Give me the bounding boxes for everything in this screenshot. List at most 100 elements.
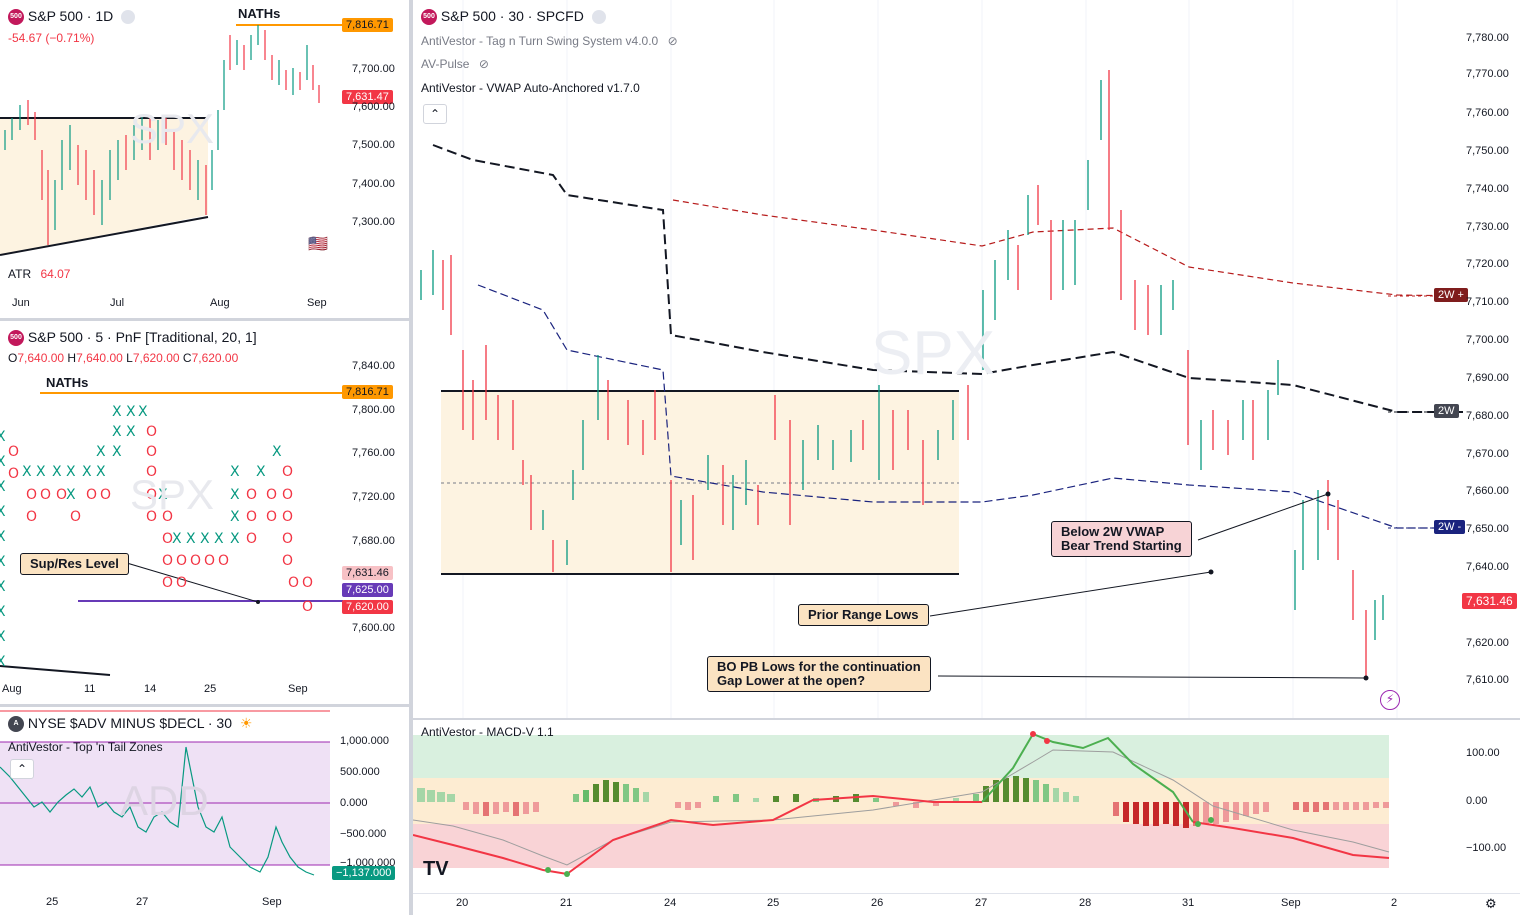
ohlc-c-value: 7,620.00 bbox=[191, 351, 239, 365]
adv-indicator-label[interactable]: AntiVestor - Top 'n Tail Zones bbox=[8, 740, 163, 754]
tradingview-logo-icon[interactable]: TV bbox=[423, 858, 449, 880]
sup-res-annotation[interactable]: Sup/Res Level bbox=[20, 553, 129, 575]
collapse-chevron-icon[interactable]: ⌃ bbox=[423, 104, 447, 124]
pane-divider-vertical[interactable] bbox=[409, 0, 413, 915]
nyse-logo-icon: A bbox=[8, 716, 24, 733]
daily-title-row[interactable]: 500 S&P 500 · 1D bbox=[8, 8, 136, 26]
pnf-x-label: Sep bbox=[288, 683, 308, 695]
eye-hidden-icon[interactable]: ⊘ bbox=[478, 57, 489, 71]
svg-text:X: X bbox=[0, 604, 6, 620]
indicator-tag-n-turn[interactable]: AntiVestor - Tag n Turn Swing System v4.… bbox=[421, 34, 678, 48]
svg-text:O: O bbox=[26, 509, 37, 525]
menu-dot-icon[interactable] bbox=[591, 10, 606, 25]
indicator-vwap[interactable]: AntiVestor - VWAP Auto-Anchored v1.7.0 bbox=[421, 81, 640, 95]
prior-range-lows-annotation[interactable]: Prior Range Lows bbox=[798, 604, 929, 626]
indicator-label: AntiVestor - Tag n Turn Swing System v4.… bbox=[421, 34, 659, 48]
daily-axis-label: 7,300.00 bbox=[352, 216, 395, 228]
time-axis-label: 26 bbox=[871, 897, 884, 909]
pnf-axis-label: 7,800.00 bbox=[352, 404, 395, 416]
ohlc-l-label: L bbox=[126, 351, 133, 365]
pnf-axis-label: 7,600.00 bbox=[352, 622, 395, 634]
adv-axis-label: 500.000 bbox=[340, 766, 380, 778]
lightning-alert-icon[interactable]: ⚡ bbox=[1380, 690, 1400, 710]
sp500-logo-icon: 500 bbox=[8, 330, 24, 347]
time-axis-label: Sep bbox=[1281, 897, 1301, 909]
svg-text:X: X bbox=[36, 464, 46, 480]
annotation-line: Gap Lower at the open? bbox=[717, 673, 866, 688]
sun-icon[interactable]: ☀ bbox=[239, 715, 253, 731]
svg-text:O: O bbox=[8, 444, 19, 460]
pnf-x-label: 25 bbox=[204, 683, 217, 695]
daily-x-label: Aug bbox=[210, 297, 230, 309]
adv-series-line bbox=[0, 746, 315, 876]
daily-axis-label: 7,700.00 bbox=[352, 63, 395, 75]
adv-watermark: ADD bbox=[120, 777, 209, 824]
pnf-axis-label: 7,720.00 bbox=[352, 491, 395, 503]
svg-text:X: X bbox=[0, 454, 6, 470]
pnf-ohlc-row: O7,640.00 H7,640.00 L7,620.00 C7,620.00 bbox=[8, 351, 238, 365]
below-vwap-annotation[interactable]: Below 2W VWAP Bear Trend Starting bbox=[1051, 521, 1192, 557]
main-axis-label: 7,780.00 bbox=[1466, 32, 1509, 44]
vwap-upper-tag: 2W + bbox=[1434, 288, 1468, 302]
indicator-label: AV-Pulse bbox=[421, 57, 470, 71]
svg-text:O: O bbox=[8, 466, 19, 482]
main-axis-label: 7,740.00 bbox=[1466, 183, 1509, 195]
pnf-title-row[interactable]: 500 S&P 500 · 5 · PnF [Traditional, 20, … bbox=[8, 329, 257, 347]
svg-text:O: O bbox=[190, 553, 201, 569]
time-axis-label: 20 bbox=[456, 897, 469, 909]
pane-divider[interactable] bbox=[0, 704, 409, 707]
bo-pb-lows-annotation[interactable]: BO PB Lows for the continuation Gap Lowe… bbox=[707, 656, 931, 692]
svg-text:O: O bbox=[176, 575, 187, 591]
sp500-logo-icon: 500 bbox=[8, 9, 24, 26]
indicator-av-pulse[interactable]: AV-Pulse ⊘ bbox=[421, 57, 489, 71]
main-title-row[interactable]: 500 S&P 500 · 30 · SPCFD bbox=[421, 8, 606, 26]
svg-text:X: X bbox=[0, 654, 6, 670]
time-axis[interactable]: 20 21 24 25 26 27 28 31 Sep 2 ⚙ bbox=[413, 893, 1520, 915]
daily-naths-label: NATHs bbox=[238, 6, 281, 21]
daily-x-label: Jun bbox=[12, 297, 30, 309]
ohlc-l-value: 7,620.00 bbox=[132, 351, 180, 365]
vwap-lower-tag: 2W - bbox=[1434, 520, 1466, 534]
adv-title-row[interactable]: A NYSE $ADV MINUS $DECL · 30 ☀ bbox=[8, 715, 253, 733]
adv-decl-pane[interactable]: A NYSE $ADV MINUS $DECL · 30 ☀ AntiVesto… bbox=[0, 707, 409, 915]
macd-pane[interactable]: AntiVestor - MACD-V 1.1 100.00 0.00 −100… bbox=[413, 720, 1520, 893]
svg-text:O: O bbox=[282, 531, 293, 547]
pnf-x-label: 14 bbox=[144, 683, 157, 695]
svg-text:X: X bbox=[0, 629, 6, 645]
eye-hidden-icon[interactable]: ⊘ bbox=[667, 34, 678, 48]
collapse-chevron-icon[interactable]: ⌃ bbox=[10, 759, 34, 779]
main-axis-label: 7,730.00 bbox=[1466, 221, 1509, 233]
pnf-close-tag: 7,620.00 bbox=[342, 600, 393, 614]
daily-chart-pane[interactable]: 500 S&P 500 · 1D -54.67 (−0.71%) NATHs S… bbox=[0, 0, 409, 318]
main-axis-label: 7,770.00 bbox=[1466, 68, 1509, 80]
atr-label: ATR bbox=[8, 267, 32, 281]
svg-text:O: O bbox=[26, 487, 37, 503]
macd-axis-label: 0.00 bbox=[1466, 795, 1488, 807]
pnf-boxes: XXX XXX XXX X OO XOO XO XO XXO XO XXO XX… bbox=[0, 404, 313, 670]
us-flag-icon[interactable]: 🇺🇸 bbox=[308, 236, 328, 253]
svg-text:O: O bbox=[100, 487, 111, 503]
pane-divider[interactable] bbox=[413, 718, 1520, 720]
svg-text:X: X bbox=[52, 464, 62, 480]
macd-title[interactable]: AntiVestor - MACD-V 1.1 bbox=[421, 725, 554, 739]
daily-change: -54.67 (−0.71%) bbox=[8, 31, 95, 45]
svg-text:O: O bbox=[266, 509, 277, 525]
svg-text:O: O bbox=[246, 487, 257, 503]
main-chart-pane[interactable]: 500 S&P 500 · 30 · SPCFD AntiVestor - Ta… bbox=[413, 0, 1520, 720]
main-axis-label: 7,620.00 bbox=[1466, 637, 1509, 649]
ohlc-o-value: 7,640.00 bbox=[17, 351, 65, 365]
menu-dot-icon[interactable] bbox=[121, 10, 136, 25]
main-chart-svg bbox=[420, 0, 1464, 720]
main-axis-label: 7,710.00 bbox=[1466, 296, 1509, 308]
svg-text:X: X bbox=[214, 531, 224, 547]
daily-candles bbox=[4, 25, 320, 245]
main-axis-label: 7,750.00 bbox=[1466, 145, 1509, 157]
settings-gear-icon[interactable]: ⚙ bbox=[1485, 896, 1497, 911]
adv-axis-label: −500.000 bbox=[340, 828, 387, 840]
svg-text:X: X bbox=[186, 531, 196, 547]
main-axis-label: 7,650.00 bbox=[1466, 523, 1509, 535]
pane-divider[interactable] bbox=[0, 318, 409, 321]
daily-title: S&P 500 · 1D bbox=[27, 8, 114, 24]
main-axis-label: 7,670.00 bbox=[1466, 448, 1509, 460]
